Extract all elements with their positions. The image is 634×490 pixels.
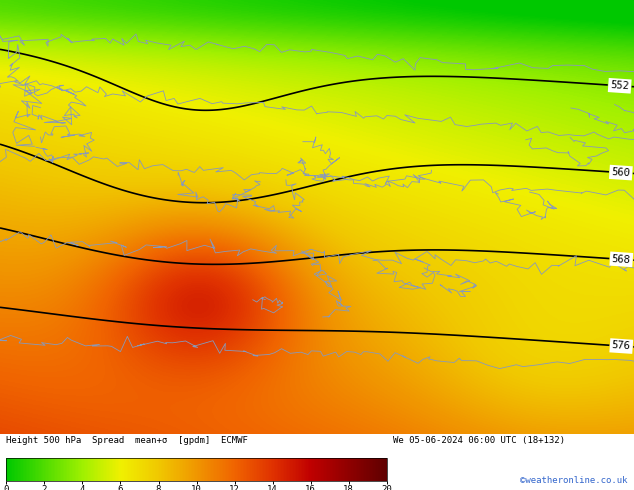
Text: Height 500 hPa  Spread  mean+σ  [gpdm]  ECMWF: Height 500 hPa Spread mean+σ [gpdm] ECMW… <box>6 437 249 445</box>
Text: 560: 560 <box>611 167 631 178</box>
Text: ©weatheronline.co.uk: ©weatheronline.co.uk <box>520 476 628 486</box>
Text: 568: 568 <box>612 254 631 265</box>
Text: We 05-06-2024 06:00 UTC (18+132): We 05-06-2024 06:00 UTC (18+132) <box>393 437 565 445</box>
Text: 552: 552 <box>610 80 630 92</box>
Text: 576: 576 <box>612 341 631 352</box>
